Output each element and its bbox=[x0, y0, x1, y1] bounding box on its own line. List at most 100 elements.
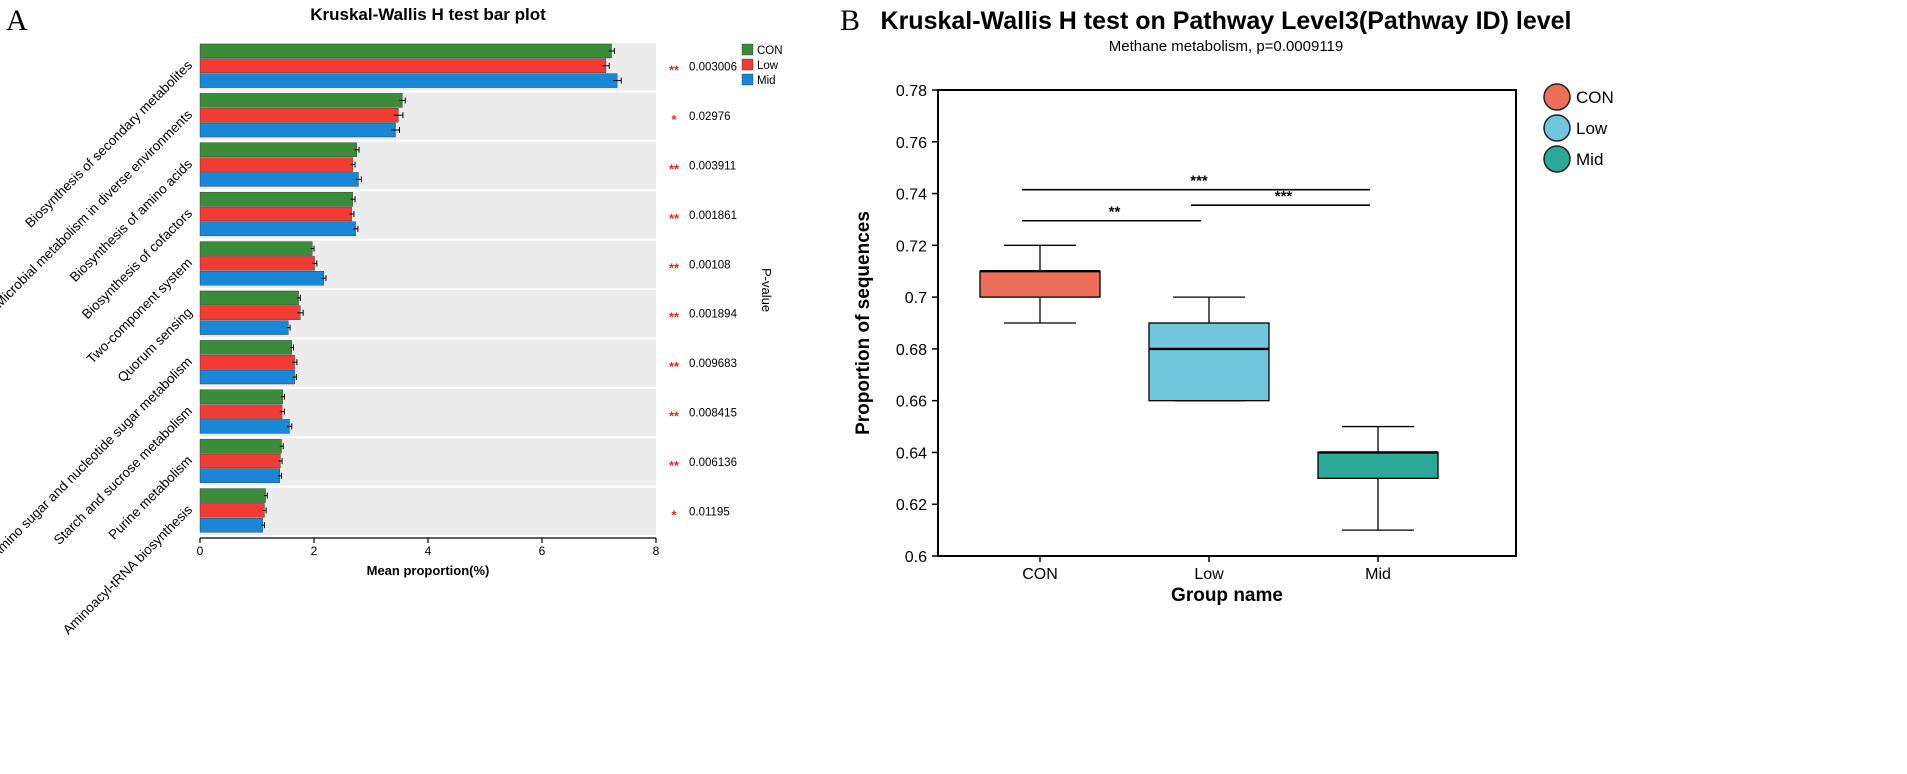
panel-a-legend: CON Low Mid bbox=[741, 43, 783, 87]
bar-con bbox=[199, 142, 357, 158]
comparison-significance: ** bbox=[1109, 204, 1121, 221]
bar-con bbox=[199, 191, 353, 207]
bar-mid bbox=[199, 518, 263, 533]
legend-label: Mid bbox=[1576, 150, 1603, 169]
x-tick-label: 8 bbox=[653, 544, 660, 558]
y-tick-label: 0.76 bbox=[896, 135, 927, 152]
x-tick-label: CON bbox=[1022, 566, 1058, 583]
bar-low bbox=[199, 453, 281, 469]
panel-a: A Kruskal-Wallis H test bar plot ** 0.003… bbox=[0, 4, 783, 637]
significance-marker: ** bbox=[669, 211, 680, 226]
bar-con bbox=[199, 389, 283, 404]
comparison-significance: *** bbox=[1275, 188, 1293, 205]
panel-b-label: B bbox=[840, 4, 860, 37]
bar-con bbox=[199, 93, 403, 108]
bar-mid bbox=[199, 320, 289, 335]
p-value-label: 0.008415 bbox=[689, 408, 737, 420]
bar-con bbox=[199, 488, 266, 503]
panel-b-y-axis: 0.6 0.62 0.64 0.66 0.68 0.7 0.72 0.74 0.76 0.78 bbox=[896, 83, 938, 566]
bar-con bbox=[199, 340, 292, 355]
panel-b-subtitle: Methane metabolism, p=0.0009119 bbox=[1109, 38, 1343, 55]
bar-low bbox=[199, 107, 399, 123]
legend-marker-mid bbox=[1543, 145, 1571, 173]
panel-a-pvalue-axis-title: P-value bbox=[759, 268, 774, 312]
panel-a-significance: ** 0.003006* 0.02976** 0.003911** 0.001861**… bbox=[669, 62, 738, 523]
p-value-label: 0.001861 bbox=[689, 210, 737, 222]
panel-b-boxes bbox=[979, 244, 1439, 531]
bar-con bbox=[199, 439, 282, 454]
significance-marker: ** bbox=[669, 359, 680, 374]
p-value-label: 0.001894 bbox=[689, 309, 738, 321]
bar-con bbox=[199, 290, 299, 306]
panel-a-label: A bbox=[6, 4, 28, 37]
y-tick-label: 0.68 bbox=[896, 342, 927, 359]
panel-b-xlabel: Group name bbox=[1171, 585, 1283, 606]
legend-label: Low bbox=[1576, 119, 1608, 138]
legend-swatch-low bbox=[741, 58, 754, 71]
bar-mid bbox=[199, 73, 618, 88]
p-value-label: 0.009683 bbox=[689, 358, 737, 370]
significance-marker: * bbox=[671, 507, 677, 522]
x-tick-label: 2 bbox=[311, 544, 318, 558]
x-tick-label: 0 bbox=[197, 544, 204, 558]
significance-marker: * bbox=[671, 112, 677, 127]
panel-a-xlabel: Mean proportion(%) bbox=[367, 563, 490, 578]
panel-b-ylabel: Proportion of sequences bbox=[853, 211, 874, 435]
category-label: Biosynthesis of secondary metabolites bbox=[22, 57, 195, 230]
x-tick-label: Mid bbox=[1365, 566, 1391, 583]
panel-b-plot-frame bbox=[937, 89, 1517, 557]
y-tick-label: 0.64 bbox=[896, 445, 927, 462]
legend-label: Mid bbox=[757, 75, 776, 87]
p-value-label: 0.003911 bbox=[689, 161, 736, 173]
y-tick-label: 0.72 bbox=[896, 238, 927, 255]
y-tick-label: 0.78 bbox=[896, 83, 927, 100]
panel-a-title: Kruskal-Wallis H test bar plot bbox=[310, 5, 546, 24]
legend-marker-low bbox=[1543, 114, 1571, 142]
box-mid bbox=[1317, 451, 1439, 479]
panel-a-x-axis: 0 2 4 6 8 bbox=[197, 537, 660, 558]
significance-marker: ** bbox=[669, 458, 680, 473]
legend-marker-con bbox=[1543, 83, 1571, 111]
significance-marker: ** bbox=[669, 162, 680, 177]
p-value-label: 0.006136 bbox=[689, 457, 737, 469]
p-value-label: 0.02976 bbox=[689, 111, 731, 123]
panel-a-bars bbox=[199, 43, 618, 533]
legend-label: Low bbox=[757, 60, 779, 72]
legend-swatch-mid bbox=[741, 73, 754, 86]
bar-mid bbox=[199, 419, 290, 434]
bar-mid bbox=[199, 122, 396, 138]
bar-mid bbox=[199, 221, 356, 237]
p-value-label: 0.01195 bbox=[689, 506, 730, 518]
panel-a-category-labels: Biosynthesis of secondary metabolitesMic… bbox=[0, 57, 195, 637]
significance-marker: ** bbox=[669, 310, 680, 325]
x-tick-label: Low bbox=[1194, 566, 1224, 583]
panel-b: B Kruskal-Wallis H test on Pathway Level… bbox=[840, 4, 1614, 606]
bar-con bbox=[199, 43, 612, 59]
significance-marker: ** bbox=[669, 409, 680, 424]
y-tick-label: 0.74 bbox=[896, 187, 927, 204]
bar-low bbox=[199, 355, 295, 370]
significance-marker: ** bbox=[669, 260, 680, 275]
bar-low bbox=[199, 206, 352, 222]
significance-marker: ** bbox=[669, 63, 680, 78]
panel-b-x-axis: CON Low Mid bbox=[1022, 556, 1391, 583]
y-tick-label: 0.62 bbox=[896, 497, 927, 514]
panel-a-error-bars bbox=[260, 48, 622, 529]
bar-low bbox=[199, 404, 283, 419]
bar-low bbox=[199, 305, 301, 320]
y-tick-label: 0.7 bbox=[905, 290, 927, 307]
category-label: Purine metabolism bbox=[105, 453, 195, 543]
bar-low bbox=[199, 157, 353, 172]
legend-label: CON bbox=[757, 45, 783, 57]
x-tick-label: 4 bbox=[425, 544, 432, 558]
panel-b-comparisons: ******** bbox=[1022, 173, 1370, 222]
y-tick-label: 0.6 bbox=[905, 549, 927, 566]
legend-swatch-con bbox=[741, 43, 754, 56]
bar-low bbox=[199, 256, 315, 271]
panel-b-title: Kruskal-Wallis H test on Pathway Level3(… bbox=[881, 7, 1572, 35]
panel-b-legend: CON Low Mid bbox=[1543, 83, 1614, 173]
category-band bbox=[200, 487, 656, 535]
p-value-label: 0.003006 bbox=[689, 62, 737, 74]
x-tick-label: 6 bbox=[539, 544, 546, 558]
